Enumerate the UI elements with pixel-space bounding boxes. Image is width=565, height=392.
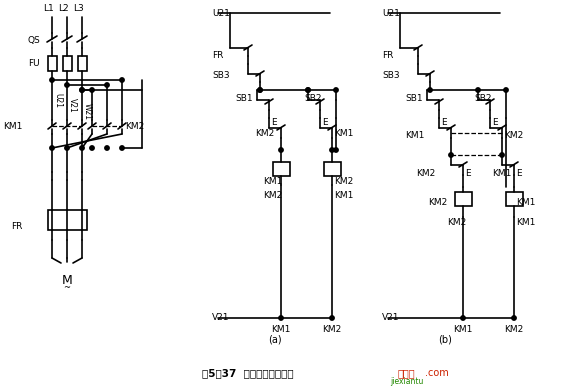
Bar: [324, 162, 341, 176]
Text: M: M: [62, 274, 72, 287]
Text: KM1: KM1: [334, 129, 353, 138]
Text: V21: V21: [212, 314, 229, 323]
Circle shape: [500, 153, 504, 157]
Circle shape: [80, 88, 84, 92]
Text: 图5－37  电动机正反转电路: 图5－37 电动机正反转电路: [202, 368, 294, 378]
Text: E: E: [322, 118, 328, 127]
Text: L2: L2: [58, 4, 68, 13]
Text: U21: U21: [212, 9, 230, 18]
Bar: [78, 56, 87, 71]
Text: KM2: KM2: [255, 129, 274, 138]
Circle shape: [334, 88, 338, 92]
Circle shape: [80, 146, 84, 150]
Circle shape: [105, 146, 109, 150]
Circle shape: [330, 148, 334, 152]
Text: L3: L3: [73, 4, 84, 13]
Circle shape: [50, 78, 54, 82]
Text: KM1: KM1: [516, 218, 536, 227]
Text: U21: U21: [53, 93, 62, 108]
Circle shape: [279, 148, 283, 152]
Circle shape: [65, 83, 69, 87]
Circle shape: [504, 88, 508, 92]
Circle shape: [120, 78, 124, 82]
Text: QS: QS: [28, 36, 41, 45]
Text: V21: V21: [382, 314, 399, 323]
Text: KM2: KM2: [334, 176, 353, 185]
Text: FU: FU: [28, 58, 40, 67]
Text: KM1: KM1: [3, 122, 22, 131]
Text: U21: U21: [382, 9, 400, 18]
Circle shape: [90, 88, 94, 92]
Text: SB2: SB2: [474, 94, 492, 102]
Circle shape: [258, 88, 262, 92]
Circle shape: [476, 88, 480, 92]
Circle shape: [120, 146, 124, 150]
Circle shape: [90, 146, 94, 150]
Text: E: E: [465, 169, 471, 178]
Text: KM1: KM1: [334, 191, 353, 200]
Text: KM1: KM1: [516, 198, 536, 207]
Text: E: E: [271, 118, 277, 127]
Circle shape: [330, 316, 334, 320]
Text: ~: ~: [63, 283, 71, 292]
Text: SB2: SB2: [304, 94, 321, 102]
Text: KM1: KM1: [453, 325, 473, 334]
Text: KM2: KM2: [263, 191, 282, 200]
Bar: [455, 192, 472, 206]
Text: E: E: [516, 169, 521, 178]
Text: FR: FR: [11, 221, 22, 230]
Circle shape: [105, 83, 109, 87]
Text: SB3: SB3: [382, 71, 399, 80]
Text: 接线图: 接线图: [398, 368, 416, 378]
Bar: [506, 192, 523, 206]
Circle shape: [512, 316, 516, 320]
Text: FR: FR: [382, 51, 393, 60]
Text: KM1: KM1: [271, 325, 290, 334]
Circle shape: [258, 88, 262, 92]
Text: KM2: KM2: [447, 218, 466, 227]
Circle shape: [428, 88, 432, 92]
Text: L1: L1: [42, 4, 53, 13]
Bar: [48, 56, 57, 71]
Circle shape: [306, 88, 310, 92]
Text: KM2: KM2: [323, 325, 342, 334]
Text: KM2: KM2: [416, 169, 435, 178]
Bar: [63, 56, 72, 71]
Circle shape: [306, 88, 310, 92]
Circle shape: [80, 88, 84, 92]
Text: SB1: SB1: [405, 94, 423, 102]
Text: SB3: SB3: [212, 71, 229, 80]
Circle shape: [65, 146, 69, 150]
Text: KM2: KM2: [125, 122, 144, 131]
Text: KM1: KM1: [406, 131, 425, 140]
Text: FR: FR: [212, 51, 223, 60]
Circle shape: [279, 316, 283, 320]
Text: KM2: KM2: [428, 198, 447, 207]
Text: KM1: KM1: [492, 169, 511, 178]
Text: KM2: KM2: [505, 325, 524, 334]
Circle shape: [334, 148, 338, 152]
Bar: [48, 210, 87, 230]
Circle shape: [461, 316, 465, 320]
Text: SB1: SB1: [236, 94, 253, 102]
Circle shape: [50, 146, 54, 150]
Text: (b): (b): [438, 335, 452, 345]
Text: E: E: [441, 118, 446, 127]
Text: V21: V21: [68, 98, 77, 113]
Text: .com: .com: [425, 368, 449, 378]
Circle shape: [449, 153, 453, 157]
Text: jiexiantu: jiexiantu: [390, 377, 423, 387]
Text: W21: W21: [83, 103, 92, 120]
Text: KM2: KM2: [504, 131, 523, 140]
Text: KM1: KM1: [263, 176, 282, 185]
Text: E: E: [492, 118, 498, 127]
Bar: [273, 162, 290, 176]
Text: (a): (a): [268, 335, 282, 345]
